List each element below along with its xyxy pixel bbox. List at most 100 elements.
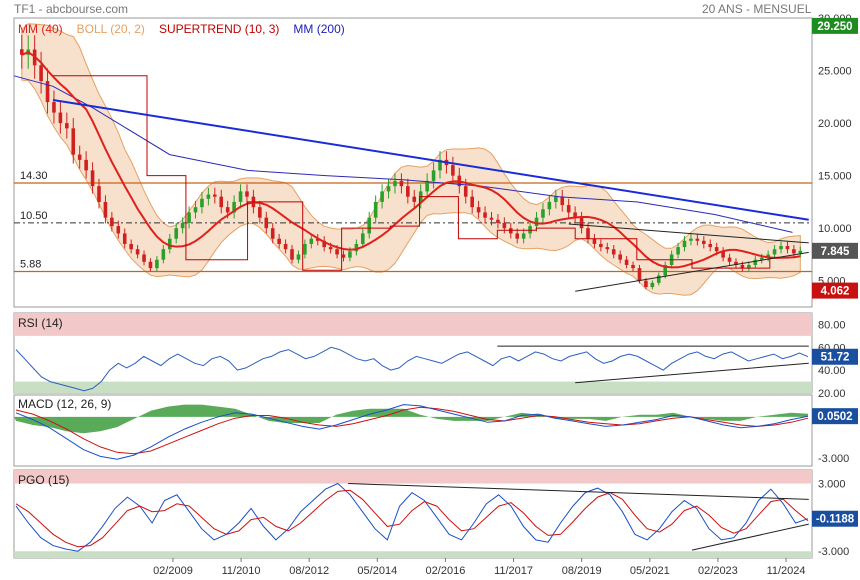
candle-body — [779, 246, 783, 250]
candle-body — [586, 228, 590, 239]
y-tick-rsi-3: 20.00 — [818, 388, 846, 400]
candle-body — [45, 81, 50, 103]
candle-body — [541, 209, 545, 218]
candle-body — [534, 217, 539, 227]
legend-boll: BOLL (20, 2) — [76, 22, 145, 36]
price-legend: MM (40) BOLL (20, 2) SUPERTREND (10, 3) MM … — [18, 22, 359, 36]
candle-body — [167, 238, 172, 250]
candle-body — [721, 251, 725, 258]
candle-body — [772, 249, 777, 255]
candle-body — [161, 249, 166, 260]
mm40-line — [21, 51, 801, 269]
candle-body — [90, 170, 95, 187]
y-tick-rsi-0: 80.00 — [818, 319, 846, 331]
candle-body — [644, 280, 648, 288]
candle-body — [129, 243, 133, 250]
candle-body — [727, 257, 732, 262]
x-tick-0: 02/2009 — [153, 565, 193, 577]
legend-supertrend: SUPERTREND (10, 3) — [158, 22, 280, 36]
candle-body — [135, 249, 140, 255]
candle-body — [71, 128, 76, 155]
candle-body — [785, 246, 790, 250]
candle-body — [689, 238, 693, 241]
candle-body — [335, 249, 339, 255]
y-tick-price-3: 15.000 — [818, 171, 852, 183]
candle-body — [618, 254, 622, 260]
badge-macd: 0.0502 — [817, 411, 852, 423]
candle-body — [213, 194, 217, 197]
badge-price-low: 4.062 — [821, 286, 850, 298]
x-tick-6: 08/2019 — [562, 565, 602, 577]
candle-body — [489, 217, 494, 220]
badge-rsi: 51.72 — [821, 352, 850, 364]
candle-body — [515, 233, 520, 239]
candle-body — [656, 275, 661, 283]
x-tick-9: 11/2024 — [767, 565, 806, 577]
candle-body — [283, 243, 288, 250]
candle-body — [58, 112, 63, 124]
macd-legend: MACD (12, 26, 9) — [18, 397, 112, 411]
x-tick-2: 08/2012 — [289, 565, 329, 577]
level-label-1: 10.50 — [20, 210, 48, 222]
candle-body — [611, 249, 616, 255]
candle-body — [77, 154, 82, 160]
candle-body — [753, 259, 758, 265]
candle-body — [348, 251, 352, 258]
macd-signal-line — [15, 406, 809, 455]
candle-body — [663, 264, 668, 276]
level-label-2: 5.88 — [20, 258, 41, 270]
pgo-trendline-0 — [348, 483, 809, 500]
x-tick-7: 05/2021 — [630, 565, 670, 577]
rsi-legend: RSI (14) — [18, 316, 63, 330]
badge-pgo-bg — [812, 510, 858, 527]
candle-body — [270, 228, 275, 239]
candle-body — [702, 240, 706, 244]
x-tick-1: 11/2010 — [222, 565, 261, 577]
candle-body — [695, 238, 700, 241]
candle-body — [766, 254, 770, 258]
candle-body — [155, 259, 159, 269]
candle-body — [290, 249, 294, 260]
badge-price-high-bg — [812, 17, 858, 34]
candle-body — [219, 196, 224, 208]
candle-body — [245, 191, 249, 197]
x-tick-4: 02/2016 — [426, 565, 466, 577]
badge-pgo: -0.1188 — [816, 514, 855, 526]
pgo-overbought-zone — [14, 470, 812, 484]
candle-body — [406, 186, 410, 197]
candle-body — [483, 212, 487, 218]
candle-body — [682, 240, 687, 248]
legend-mm40: MM (40) — [18, 22, 63, 36]
pgo-signal-line — [15, 489, 809, 548]
mm200-line — [13, 75, 793, 233]
candle-body — [187, 212, 191, 223]
pgo-legend: PGO (15) — [18, 473, 70, 487]
candle-body — [573, 212, 577, 218]
rsi-oversold-zone — [14, 381, 812, 393]
candle-body — [303, 243, 307, 255]
candle-body — [470, 196, 474, 208]
candle-body — [476, 207, 481, 213]
candle-body — [496, 219, 500, 223]
candle-body — [354, 243, 359, 252]
candle-body — [52, 102, 56, 113]
x-tick-5: 11/2017 — [494, 565, 533, 577]
candle-body — [110, 217, 114, 227]
candle-body — [200, 198, 204, 208]
candle-body — [309, 238, 314, 244]
candle-body — [399, 180, 404, 187]
candle-body — [97, 186, 101, 202]
candle-body — [180, 222, 185, 229]
candle-body — [373, 201, 378, 218]
candle-body — [296, 254, 301, 260]
candle-body — [734, 261, 738, 265]
candle-body — [367, 217, 372, 234]
y-tick-price-4: 10.000 — [818, 223, 852, 235]
y-tick-pgo-1: -3.000 — [818, 546, 849, 558]
badge-price-last: 7.845 — [821, 246, 850, 258]
bollinger-band — [21, 23, 801, 296]
badge-price-last-bg — [812, 242, 858, 259]
candle-body — [116, 226, 121, 234]
candle-body — [463, 186, 468, 197]
